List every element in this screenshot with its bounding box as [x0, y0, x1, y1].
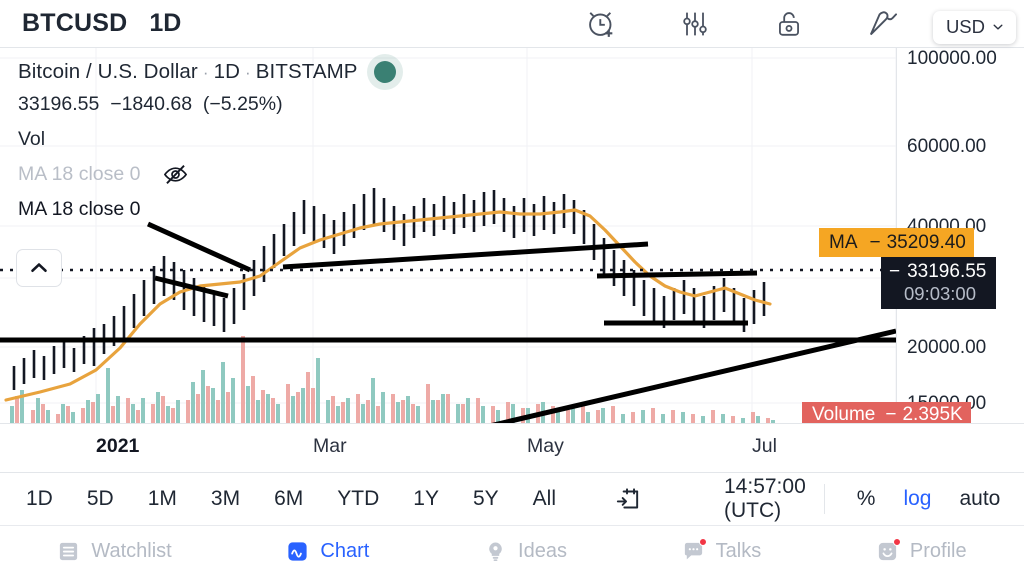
- timeframe-6m[interactable]: 6M: [274, 487, 304, 510]
- price-tick-0: 100000.00: [907, 48, 997, 69]
- nav-item-ideas[interactable]: Ideas: [484, 540, 567, 563]
- nav-label-watchlist: Watchlist: [91, 539, 172, 562]
- price-badge-value: 33196.55: [907, 260, 987, 282]
- ma-badge-label: MA: [829, 231, 858, 253]
- alarm-add-icon[interactable]: [554, 0, 648, 48]
- collapse-legend-button[interactable]: [16, 249, 62, 287]
- rising-support-trendline: [282, 241, 649, 270]
- volume-histogram: [10, 336, 775, 428]
- drawing-annotations: [0, 221, 897, 437]
- symbol-interval[interactable]: 1D: [149, 9, 182, 37]
- timeframe-5y[interactable]: 5Y: [472, 487, 499, 510]
- talks-badge-dot: [698, 537, 707, 546]
- price-axis[interactable]: 100000.00 60000.00 40000.00 30000.00 200…: [802, 48, 1024, 472]
- pen-icon[interactable]: [836, 0, 930, 48]
- volume-badge-value: 2.395K: [902, 404, 963, 425]
- scale-log[interactable]: log: [903, 487, 932, 510]
- timeframe-5d[interactable]: 5D: [86, 487, 114, 510]
- sliders-icon[interactable]: [648, 0, 742, 48]
- scale-auto[interactable]: auto: [959, 487, 1001, 510]
- chart-plot[interactable]: [0, 48, 1024, 472]
- smiley-icon: [876, 537, 901, 563]
- time-tick-1: Mar: [313, 435, 347, 457]
- symbol-ticker[interactable]: BTCUSD: [22, 9, 128, 37]
- price-tick-1: 60000.00: [907, 136, 987, 157]
- candlestick-series: [12, 188, 766, 390]
- chevron-down-icon: [993, 24, 1003, 30]
- timeframe-toolbar: 1D 5D 1M 3M 6M YTD 1Y 5Y All 14:57:00 (U…: [0, 472, 1024, 526]
- ma-price-badge: MA − 35209.40: [819, 228, 974, 257]
- nav-item-chart[interactable]: Chart: [286, 540, 369, 563]
- bottom-navigation: Watchlist Chart Ideas: [0, 526, 1024, 576]
- profile-badge-dot: [892, 537, 901, 546]
- currency-selector[interactable]: USD: [932, 11, 1016, 44]
- unlock-icon[interactable]: [742, 0, 836, 48]
- calendar-goto-icon[interactable]: [609, 485, 646, 514]
- nav-label-talks: Talks: [715, 539, 762, 562]
- price-tick-4: 20000.00: [907, 337, 987, 358]
- grid-horizontal: [0, 57, 896, 404]
- falling-wedge-lower: [154, 275, 229, 299]
- timeframe-1m[interactable]: 1M: [147, 487, 177, 510]
- nav-item-profile[interactable]: Profile: [876, 537, 967, 563]
- range-resistance: [596, 270, 758, 279]
- falling-wedge-upper: [146, 221, 252, 273]
- nav-label-chart: Chart: [320, 539, 370, 562]
- time-tick-0: 2021: [96, 435, 140, 457]
- list-icon: [57, 540, 80, 563]
- chart-clock[interactable]: 14:57:00 (UTC): [724, 475, 806, 522]
- volume-badge-label: Volume: [812, 404, 876, 425]
- top-toolbar: BTCUSD 1D: [0, 0, 1024, 48]
- currency-label: USD: [945, 16, 985, 37]
- chart-canvas[interactable]: Bitcoin / U.S. Dollar · 1D · BITSTAMP 33196.…: [0, 48, 1024, 472]
- nav-item-watchlist[interactable]: Watchlist: [57, 539, 172, 563]
- volume-badge-dash: −: [885, 404, 897, 425]
- ma-badge-dash: −: [869, 231, 881, 253]
- timeframe-1y[interactable]: 1Y: [413, 487, 439, 510]
- moving-average-line: [4, 208, 772, 402]
- timeframe-all[interactable]: All: [532, 487, 556, 510]
- ma-badge-value: 35209.40: [886, 231, 966, 253]
- nav-label-profile: Profile: [909, 539, 967, 562]
- timeframe-ytd[interactable]: YTD: [337, 487, 380, 510]
- last-price-badge: − 33196.55 09:03:00: [881, 257, 997, 309]
- timeframe-1d[interactable]: 1D: [26, 487, 53, 510]
- scale-percent[interactable]: %: [856, 487, 876, 510]
- time-tick-2: May: [527, 435, 564, 457]
- time-axis[interactable]: 2021 Mar May Jul: [0, 423, 1024, 472]
- lightbulb-icon: [484, 540, 507, 563]
- symbol-selector[interactable]: BTCUSD 1D: [0, 9, 181, 38]
- price-badge-dash: −: [889, 260, 901, 282]
- timeframe-3m[interactable]: 3M: [210, 487, 241, 510]
- chart-wave-icon: [286, 540, 309, 563]
- chat-icon: [682, 537, 707, 563]
- volume-rising-trendline: [454, 328, 897, 437]
- scale-options: % log auto: [806, 472, 1024, 526]
- toolbar-divider-2: [823, 484, 825, 514]
- nav-item-talks[interactable]: Talks: [682, 537, 762, 563]
- time-tick-3: Jul: [752, 435, 777, 457]
- price-badge-time: 09:03:00: [904, 283, 977, 305]
- nav-label-ideas: Ideas: [518, 539, 567, 562]
- price-badge-row: − 33196.55: [889, 261, 986, 283]
